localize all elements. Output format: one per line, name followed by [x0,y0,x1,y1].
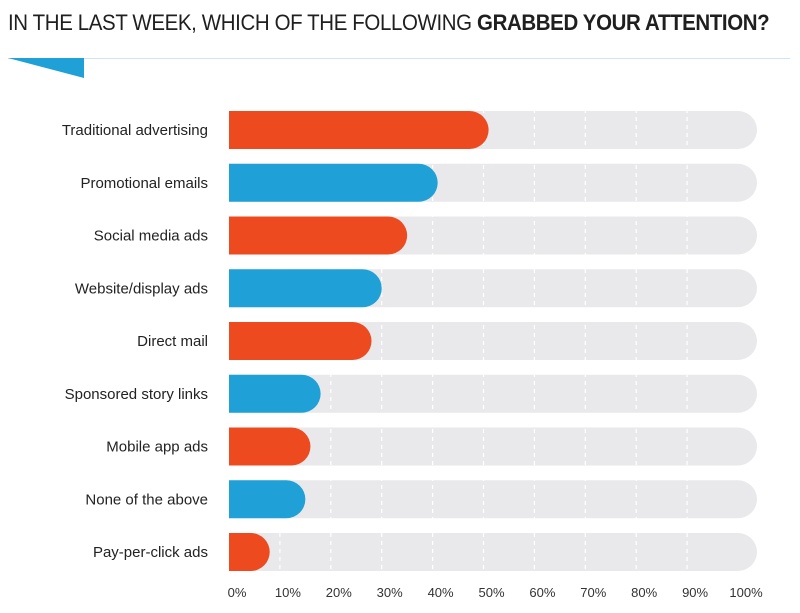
title-accent-shape [8,58,84,78]
bar [229,427,311,466]
category-label: Sponsored story links [65,386,208,403]
bar [229,480,306,519]
x-tick-label: 40% [428,585,454,600]
bar [229,111,489,149]
x-tick-label: 20% [326,585,352,600]
x-tick-label: 50% [478,585,504,600]
bars [229,111,489,571]
bar [229,269,382,308]
x-tick-label: 100% [729,585,763,600]
x-tick-label: 70% [580,585,606,600]
category-label: Direct mail [137,333,208,350]
bar [229,163,438,202]
x-tick-label: 0% [228,585,247,600]
title-part-regular: IN THE LAST WEEK, WHICH OF THE FOLLOWING [8,10,478,35]
category-label: Website/display ads [75,280,208,297]
x-tick-label: 60% [529,585,555,600]
chart-title: IN THE LAST WEEK, WHICH OF THE FOLLOWING… [8,10,770,36]
category-label: Social media ads [94,228,208,245]
bar [229,322,372,360]
x-tick-labels: 0% 10% 20% 30% 40% 50% 60% 70% 80% 90% 100% [228,585,763,600]
x-tick-label: 10% [275,585,301,600]
title-divider [8,58,790,59]
category-label: Traditional advertising [62,122,208,139]
bar [229,374,321,413]
category-label: Pay-per-click ads [93,544,208,561]
category-label: None of the above [85,491,208,508]
x-tick-label: 90% [682,585,708,600]
category-label: Mobile app ads [106,439,208,456]
category-labels: Traditional advertising Promotional email… [62,122,208,561]
bar-track [229,374,757,413]
bar-track [229,533,757,571]
bar-track [229,480,757,519]
bar-track [229,427,757,466]
x-tick-label: 30% [377,585,403,600]
bar [229,216,408,255]
bar [229,533,270,571]
category-label: Promotional emails [80,175,208,192]
title-part-bold: GRABBED YOUR ATTENTION? [477,10,770,35]
x-tick-label: 80% [631,585,657,600]
